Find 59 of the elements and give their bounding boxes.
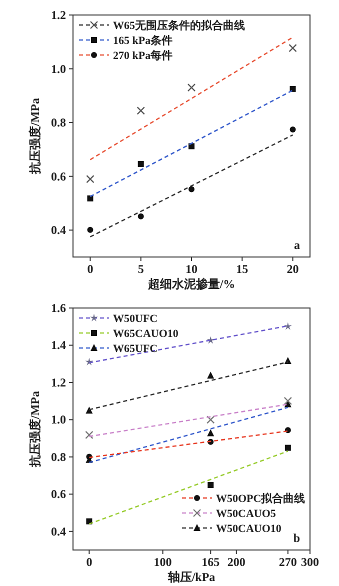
y-tick-label: 1.4 bbox=[51, 338, 66, 352]
point bbox=[138, 160, 144, 167]
x-tick-label: 200 bbox=[227, 555, 246, 569]
y-axis-title: 抗压强度/MPa bbox=[28, 391, 42, 468]
y-tick-label: 0.4 bbox=[51, 223, 66, 238]
y-axis-title: 抗压强度/MPa bbox=[28, 98, 42, 175]
point bbox=[138, 213, 144, 220]
point bbox=[87, 195, 94, 202]
y-tick-label: 0.4 bbox=[51, 524, 66, 538]
point bbox=[86, 406, 93, 414]
x-tick-label: 20 bbox=[286, 262, 299, 276]
point bbox=[206, 416, 215, 424]
point bbox=[87, 226, 94, 233]
legend-label: W65CAUO10 bbox=[113, 328, 179, 340]
y-tick-label: 1.0 bbox=[51, 412, 66, 427]
annotation: b bbox=[293, 531, 300, 545]
y-tick-label: 0.6 bbox=[51, 487, 66, 502]
x-tick-label: 300 bbox=[301, 555, 319, 569]
y-tick-label: 0.6 bbox=[51, 169, 66, 184]
point bbox=[284, 322, 292, 330]
x-tick-label: 165 bbox=[202, 555, 220, 569]
x-tick-label: 100 bbox=[154, 555, 172, 569]
point bbox=[188, 186, 194, 192]
y-tick-label: 1.0 bbox=[51, 62, 66, 76]
x-axis-title: 轴压/kPa bbox=[166, 570, 216, 584]
annotation: a bbox=[294, 238, 300, 252]
point bbox=[207, 429, 214, 436]
point bbox=[187, 84, 196, 92]
point bbox=[288, 44, 297, 52]
point bbox=[284, 357, 292, 364]
legend-label: W50UFC bbox=[113, 313, 158, 325]
point bbox=[290, 86, 296, 92]
point bbox=[290, 126, 296, 133]
point bbox=[207, 372, 214, 379]
legend-label: W50CAUO5 bbox=[216, 508, 276, 520]
x-tick-label: 5 bbox=[138, 262, 144, 276]
point bbox=[208, 482, 214, 488]
y-tick-label: 1.2 bbox=[51, 375, 66, 390]
point bbox=[284, 396, 292, 405]
legend-label: W50OPC拟合曲线 bbox=[216, 492, 306, 505]
x-tick-label: 15 bbox=[236, 262, 248, 276]
point bbox=[85, 430, 94, 440]
legend-label: W65UFC bbox=[113, 343, 158, 355]
legend-label: 270 kPa每件 bbox=[113, 49, 173, 62]
x-tick-label: 0 bbox=[86, 555, 92, 569]
y-tick-label: 1.6 bbox=[51, 301, 66, 315]
x-tick-label: 0 bbox=[87, 262, 94, 276]
point bbox=[86, 174, 94, 184]
legend-label: W65无围压条件的拟合曲线 bbox=[113, 19, 245, 32]
x-axis-title: 超细水泥掺量/% bbox=[146, 277, 236, 291]
x-tick-label: 270 bbox=[278, 555, 297, 569]
y-tick-label: 0.8 bbox=[51, 450, 66, 464]
x-tick-label: 10 bbox=[186, 262, 198, 276]
y-tick-label: 0.8 bbox=[51, 116, 66, 130]
legend-label: 165 kPa条件 bbox=[113, 34, 173, 47]
point bbox=[136, 106, 145, 115]
y-tick-label: 1.2 bbox=[51, 8, 66, 22]
legend-label: W50CAUO10 bbox=[216, 523, 282, 535]
point bbox=[284, 444, 291, 451]
